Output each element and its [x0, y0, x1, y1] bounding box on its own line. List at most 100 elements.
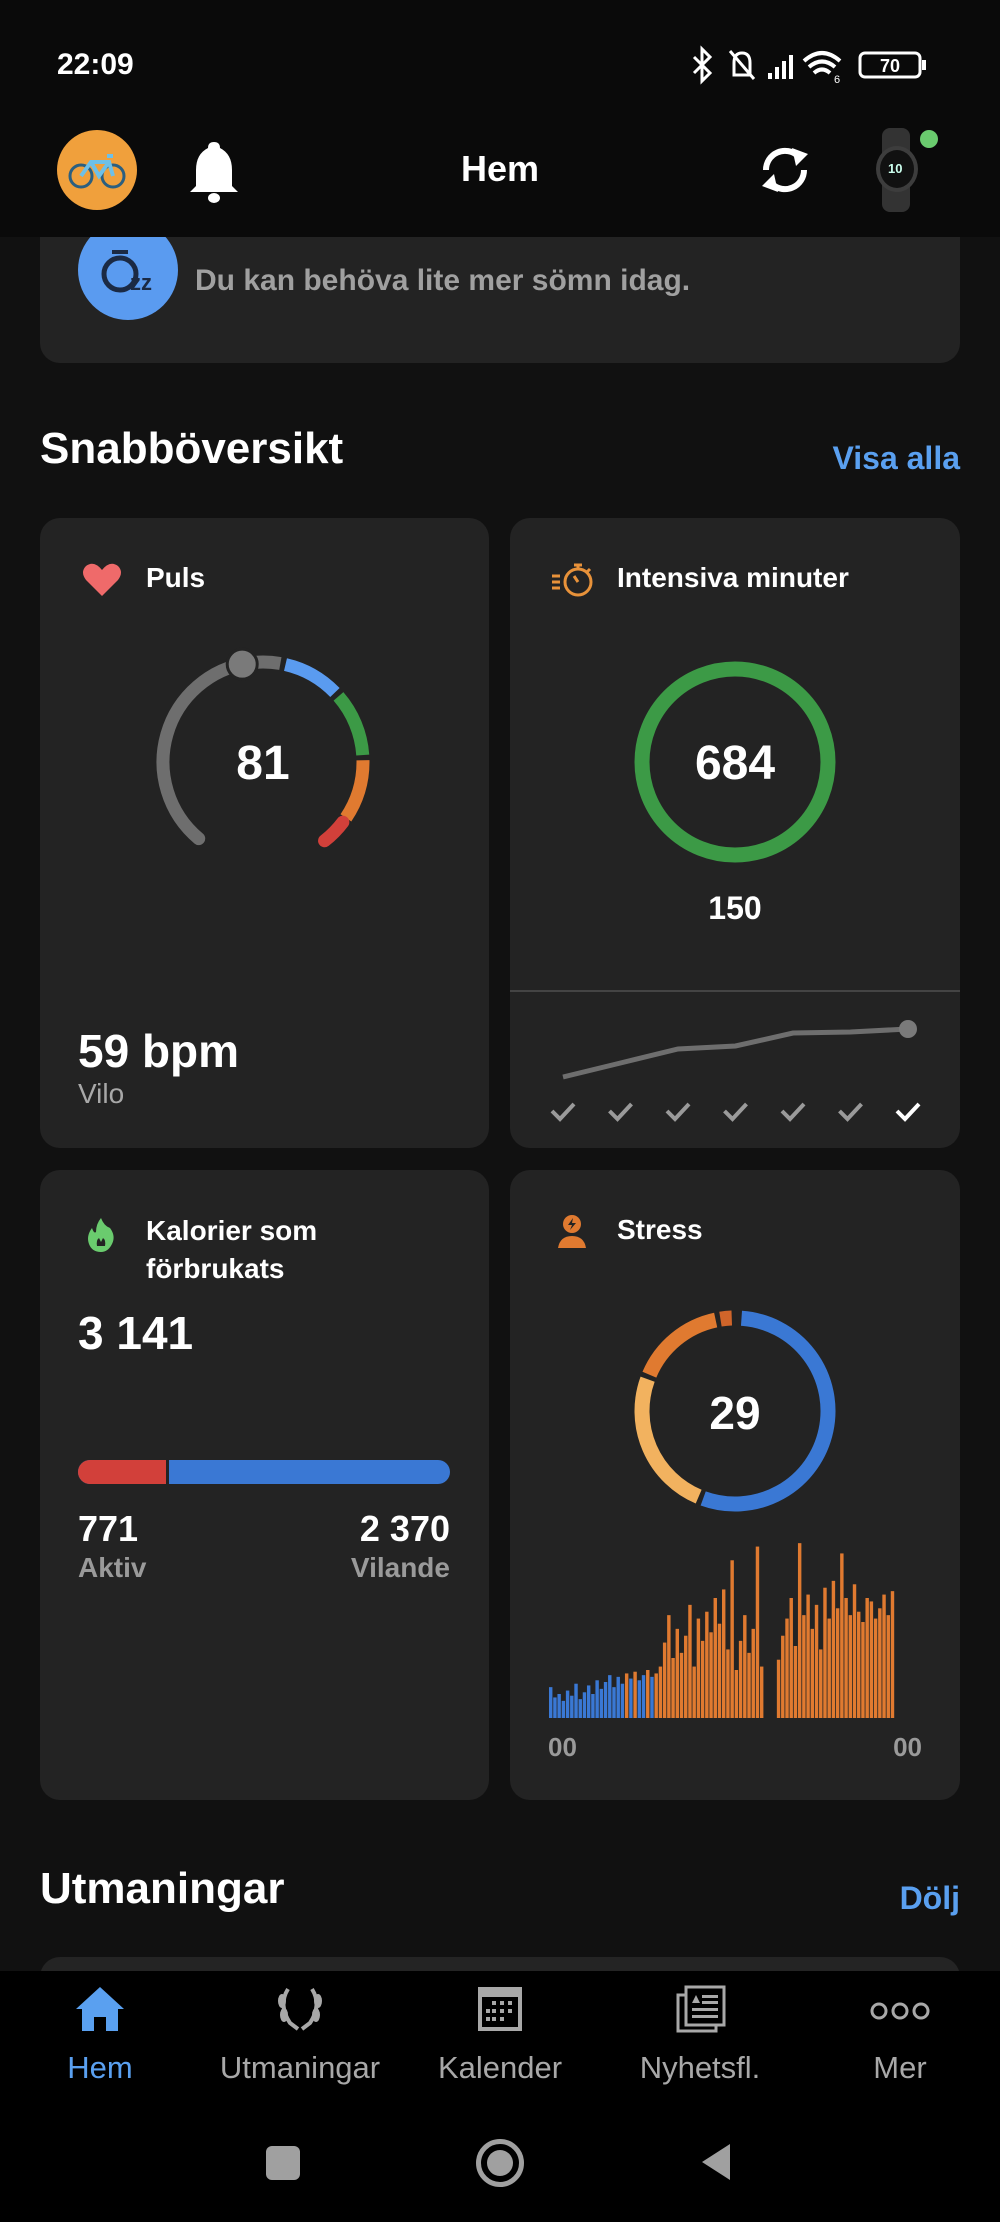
- stress-bar: [726, 1649, 730, 1718]
- nav-label: Kalender: [437, 2050, 563, 2085]
- nav-item-challenges[interactable]: Utmaningar: [200, 1985, 400, 2086]
- recent-apps-button[interactable]: [266, 2146, 300, 2180]
- quick-overview-title: Snabböversikt: [40, 424, 344, 473]
- day-check-icon: [838, 1102, 863, 1122]
- pulse-marker: [225, 647, 259, 681]
- calories-card[interactable]: Kalorier som förbrukats 3 141 771 Aktiv …: [40, 1170, 489, 1800]
- battery-icon: 70: [858, 51, 926, 79]
- device-watch-button[interactable]: 10: [876, 128, 938, 212]
- stress-bar: [713, 1598, 717, 1718]
- stress-ring-segment-low: [634, 1376, 702, 1504]
- stress-bar: [722, 1589, 726, 1718]
- stress-ring-segment-high: [719, 1310, 733, 1327]
- back-button[interactable]: [698, 2142, 734, 2182]
- stress-bar: [700, 1640, 705, 1718]
- stress-bar: [599, 1688, 604, 1718]
- laurel-icon: [278, 1987, 322, 2031]
- stress-bar: [633, 1671, 637, 1718]
- calories-title: Kalorier som förbrukats: [146, 1212, 317, 1288]
- stress-bar: [734, 1670, 739, 1718]
- calendar-icon: [478, 1987, 522, 2031]
- stress-bar: [848, 1615, 853, 1718]
- stress-bar: [802, 1615, 806, 1718]
- see-all-link[interactable]: Visa alla: [832, 440, 960, 476]
- bell-muted-icon: [728, 50, 756, 80]
- stress-bar: [831, 1580, 836, 1718]
- app-header: 22:09 6 70 Hem 10: [0, 0, 1000, 237]
- pulse-zone-segment: [340, 760, 370, 822]
- stress-bar: [709, 1632, 713, 1718]
- stress-bar: [759, 1666, 764, 1718]
- stress-bar: [688, 1604, 692, 1718]
- nav-item-home[interactable]: Hem: [0, 1985, 200, 2086]
- nav-item-calendar[interactable]: Kalender: [400, 1985, 600, 2086]
- day-check-icon: [723, 1102, 748, 1122]
- stress-bar: [738, 1640, 743, 1718]
- more-icon: [870, 2002, 930, 2020]
- resting-calories-value: 2 370: [359, 1508, 450, 1549]
- stress-bar: [586, 1685, 591, 1718]
- stress-bar: [890, 1591, 895, 1718]
- stress-bar: [646, 1670, 650, 1718]
- stress-bar: [612, 1687, 616, 1718]
- stress-bar: [755, 1546, 760, 1718]
- stress-bar: [671, 1658, 675, 1718]
- svg-text:6: 6: [834, 74, 840, 85]
- stress-bar: [574, 1683, 578, 1718]
- stress-ring: [634, 1310, 836, 1512]
- stress-bar: [705, 1611, 709, 1718]
- stress-bar: [869, 1601, 874, 1718]
- pulse-zone-segment: [318, 815, 350, 848]
- nav-item-more[interactable]: Mer: [800, 1985, 1000, 2086]
- calories-total: 3 141: [78, 1307, 194, 1359]
- pulse-current-value: 81: [236, 737, 290, 790]
- svg-text:zz: zz: [130, 270, 152, 295]
- home-system-button[interactable]: [476, 2139, 524, 2187]
- newsfeed-icon: [676, 1985, 726, 2033]
- stress-bar: [819, 1649, 823, 1718]
- stress-bar: [557, 1694, 561, 1718]
- home-icon: [76, 1987, 124, 2031]
- pulse-zone-segment: [333, 692, 370, 756]
- sync-icon[interactable]: [752, 140, 818, 200]
- stress-bar: [641, 1675, 646, 1718]
- stress-bar: [679, 1652, 684, 1718]
- stress-bar: [608, 1675, 612, 1718]
- stress-bar: [561, 1700, 566, 1718]
- stress-bar: [591, 1694, 595, 1718]
- stopwatch-icon: [552, 563, 593, 597]
- intensity-weekly-trend: [550, 1020, 921, 1122]
- stress-bar: [789, 1598, 793, 1718]
- stress-bar: [684, 1635, 688, 1718]
- hide-challenges-link[interactable]: Dölj: [899, 1880, 960, 1916]
- stress-bar: [549, 1687, 553, 1718]
- pulse-card[interactable]: Puls 81 59 bpm Vilo: [40, 518, 489, 1148]
- notifications-bell-icon[interactable]: [186, 138, 242, 204]
- stress-bar: [873, 1618, 878, 1718]
- stress-bar: [675, 1628, 680, 1718]
- stress-bar: [620, 1683, 625, 1718]
- day-check-icon: [780, 1102, 806, 1122]
- bluetooth-icon: [692, 45, 713, 85]
- divider: [510, 990, 960, 992]
- stress-ring-segment-rest: [700, 1310, 836, 1512]
- trend-line: [562, 1026, 909, 1080]
- stress-bar: [565, 1690, 570, 1718]
- stress-bar: [751, 1628, 755, 1718]
- stress-bar: [781, 1635, 785, 1718]
- heart-icon: [83, 563, 121, 596]
- calories-title-line2: förbrukats: [146, 1253, 285, 1284]
- stress-bar: [730, 1560, 734, 1718]
- active-calories-label: Aktiv: [78, 1552, 147, 1583]
- stress-bar: [637, 1680, 642, 1718]
- profile-avatar[interactable]: [57, 130, 137, 210]
- calories-active-fill: [78, 1460, 170, 1484]
- stress-card[interactable]: Stress 29 00 00: [510, 1170, 960, 1800]
- nav-item-newsfeed[interactable]: Nyhetsfl.: [600, 1985, 800, 2086]
- day-check-icon: [550, 1102, 576, 1122]
- sleep-message: Du kan behöva lite mer sömn idag.: [195, 264, 691, 297]
- stress-bar: [570, 1695, 574, 1718]
- stress-bar: [793, 1646, 798, 1718]
- intensity-minutes-card[interactable]: Intensiva minuter 684 150: [510, 518, 960, 1148]
- stress-bar: [553, 1697, 557, 1718]
